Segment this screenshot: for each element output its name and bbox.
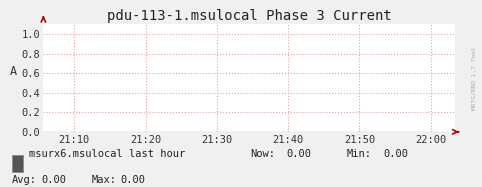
Text: Min:: Min: bbox=[347, 149, 372, 159]
Text: Now:: Now: bbox=[251, 149, 276, 159]
Text: 0.00: 0.00 bbox=[383, 149, 408, 159]
Text: Avg:: Avg: bbox=[12, 174, 37, 185]
Text: MRTG/RRD 1.7 Tool: MRTG/RRD 1.7 Tool bbox=[471, 47, 476, 110]
Title: pdu-113-1.msulocal Phase 3 Current: pdu-113-1.msulocal Phase 3 Current bbox=[107, 9, 392, 23]
Text: Max:: Max: bbox=[92, 174, 117, 185]
Text: 0.00: 0.00 bbox=[41, 174, 66, 185]
Y-axis label: A: A bbox=[10, 65, 17, 78]
Text: 0.00: 0.00 bbox=[120, 174, 146, 185]
Text: 0.00: 0.00 bbox=[287, 149, 312, 159]
Text: msurx6.msulocal last hour: msurx6.msulocal last hour bbox=[29, 149, 185, 159]
